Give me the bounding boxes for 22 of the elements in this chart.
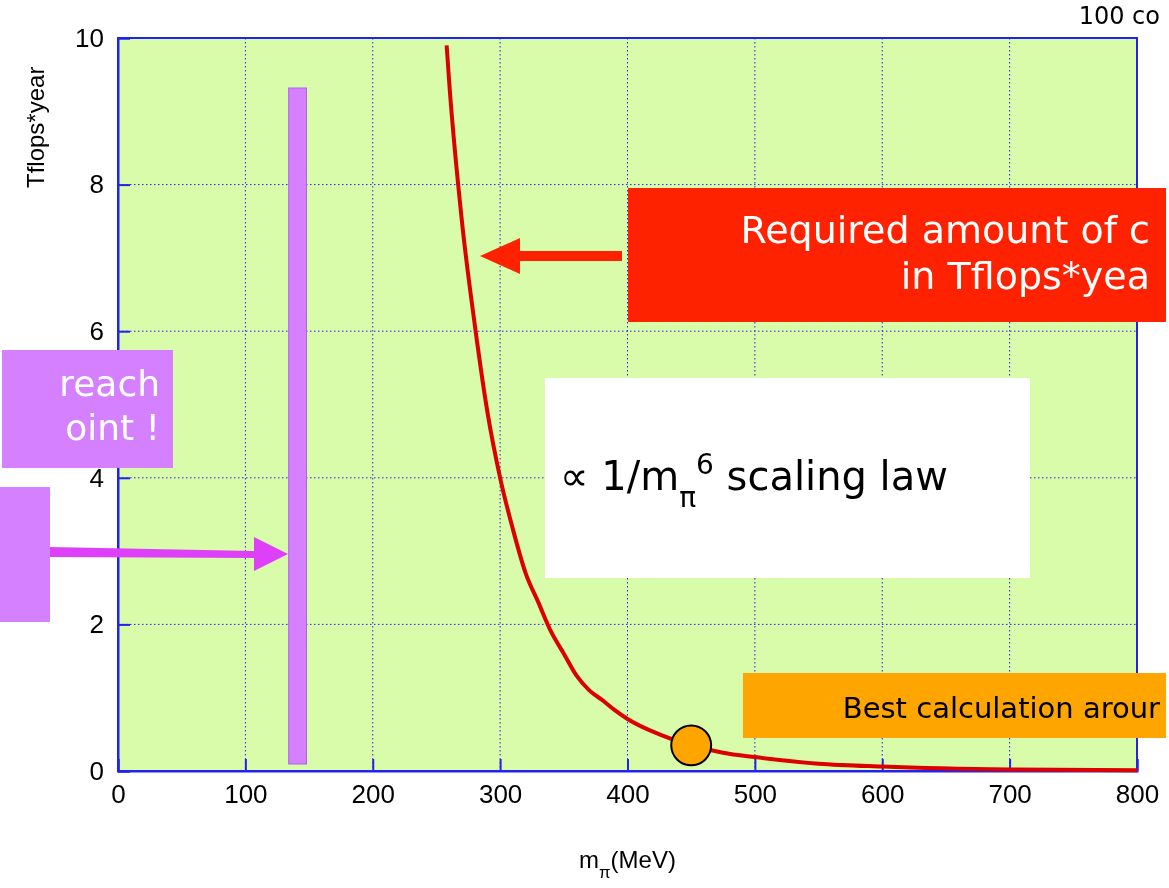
y-tick-label: 10	[75, 22, 104, 53]
annotation: reach oint !	[59, 363, 160, 448]
y-tick-label: 4	[89, 462, 104, 493]
x-tick-label: 100	[224, 779, 268, 810]
x-tick-label: 400	[606, 779, 650, 810]
y-tick-label: 0	[89, 755, 104, 786]
x-tick-label: 600	[861, 779, 905, 810]
annotation: Best calculation arour	[842, 691, 1161, 725]
x-tick-label: 800	[1115, 779, 1160, 810]
x-tick-label: 0	[111, 779, 126, 810]
annotation: Required amount of c in Tflops*yea	[740, 208, 1150, 298]
annotation: ∝ 1/m$_{π}$$^{6}$ scaling law	[560, 447, 948, 514]
y-tick-label: 8	[89, 169, 104, 200]
y-tick-label: 2	[89, 609, 104, 640]
x-tick-label: 200	[351, 779, 395, 810]
x-axis-title: m$_{π}$(MeV)	[579, 846, 676, 882]
x-tick-label: 700	[988, 779, 1032, 810]
text: 100 co	[1078, 2, 1160, 30]
x-tick-label: 500	[733, 779, 778, 810]
y-tick-label: 6	[89, 316, 104, 347]
x-tick-label: 300	[478, 779, 523, 810]
y-axis-title: Tflops*year	[22, 66, 49, 188]
